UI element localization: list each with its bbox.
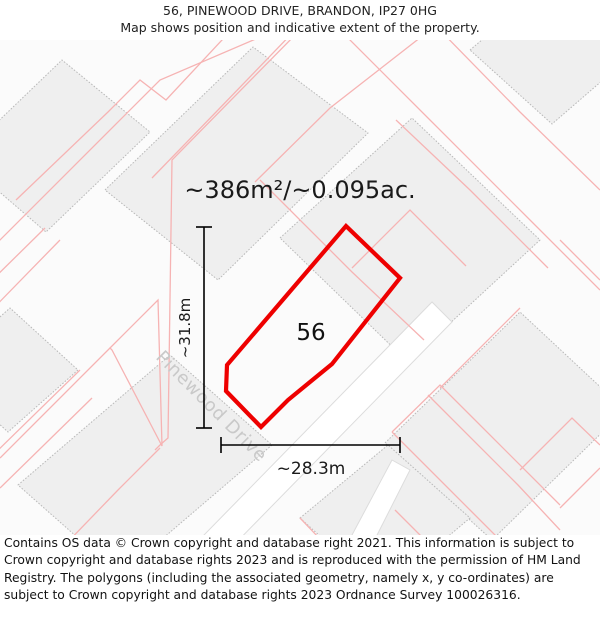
building-polygon: [0, 59, 151, 233]
parcel-line: [259, 179, 425, 341]
parcel-line: [254, 40, 419, 183]
page-header: 56, PINEWOOD DRIVE, BRANDON, IP27 0HG Ma…: [0, 0, 600, 40]
parcel-line: [0, 239, 61, 303]
road-layer: [203, 301, 453, 535]
parcel-line: [0, 369, 81, 450]
area-label: ~386m²/~0.095ac.: [184, 176, 415, 204]
parcel-line: [395, 119, 549, 269]
parcel-line: [0, 347, 111, 459]
parcel-line: [0, 40, 255, 241]
plot-number-label: 56: [296, 320, 325, 346]
copyright-footer: Contains OS data © Crown copyright and d…: [0, 535, 600, 605]
parcel-line: [394, 509, 421, 535]
parcel-line: [73, 447, 161, 535]
building-polygon: [0, 307, 79, 433]
page-title: 56, PINEWOOD DRIVE, BRANDON, IP27 0HG: [163, 3, 437, 18]
dimension-width-label: ~28.3m: [277, 459, 346, 479]
dimension-height-label: ~31.8m: [176, 298, 194, 359]
parcel-line: [439, 307, 521, 389]
parcel-line: [448, 40, 600, 191]
parcel-line: [109, 298, 163, 447]
road-branch: [351, 459, 411, 535]
building-polygon: [469, 40, 600, 125]
dimension-vertical: [196, 226, 212, 429]
dimension-horizontal: [220, 437, 401, 453]
parcel-line: [427, 394, 561, 531]
parcel-line: [154, 40, 292, 451]
parcel-boundary-layer: [0, 40, 600, 535]
parcel-line: [559, 239, 600, 281]
parcel-line: [15, 40, 223, 201]
parcel-line: [559, 467, 600, 509]
road-pinewood-drive: [203, 301, 453, 535]
parcel-line: [151, 40, 287, 179]
parcel-line: [519, 417, 600, 471]
parcel-line: [0, 397, 93, 489]
parcel-line: [0, 227, 46, 274]
building-polygon: [279, 117, 541, 363]
parcel-line: [391, 431, 496, 535]
parcel-line: [299, 517, 318, 535]
parcel-line: [349, 40, 600, 291]
map-canvas[interactable]: Pinewood Drive ~386m²/~0.095ac. 56 ~31.8…: [0, 40, 600, 535]
property-map[interactable]: Pinewood Drive ~386m²/~0.095ac. 56 ~31.8…: [0, 40, 600, 535]
parcel-line: [391, 384, 561, 506]
property-plot-outline[interactable]: [223, 222, 403, 430]
page-subtitle: Map shows position and indicative extent…: [120, 20, 480, 35]
